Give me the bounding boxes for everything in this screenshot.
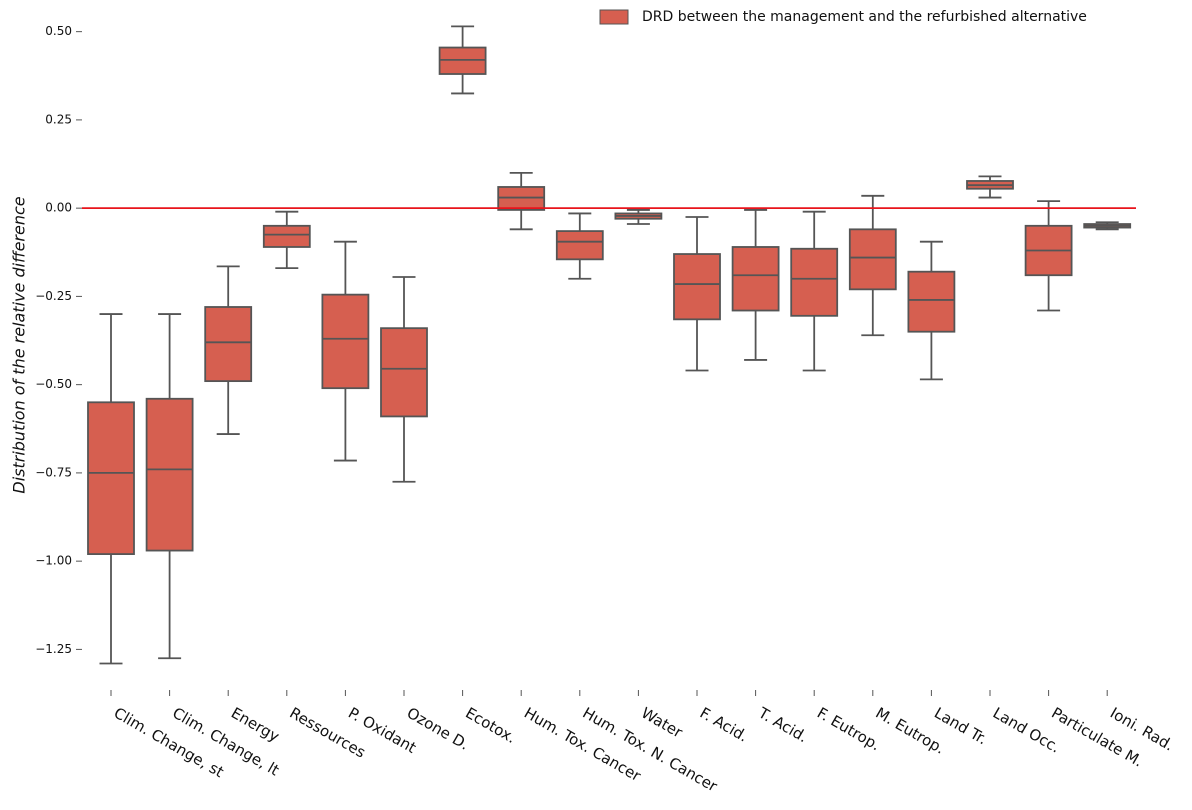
box	[87, 401, 135, 555]
legend-label: DRD between the management and the refur…	[642, 9, 1087, 25]
x-tick-label: T. Acid.	[754, 703, 810, 746]
y-tick-label: −1.00	[35, 554, 72, 568]
box	[673, 253, 721, 321]
y-tick-label: −0.75	[35, 465, 72, 479]
box	[380, 327, 428, 418]
box	[790, 247, 839, 317]
y-tick-label: −0.50	[35, 377, 72, 391]
box	[262, 224, 311, 248]
y-tick-label: −0.25	[35, 289, 72, 303]
y-tick-label: 0.00	[45, 201, 72, 215]
box	[907, 270, 956, 333]
box	[848, 228, 897, 291]
y-axis-label: Distribution of the relative difference	[10, 196, 29, 493]
legend-swatch	[599, 9, 629, 25]
y-tick-label: −1.25	[35, 642, 72, 656]
y-tick-label: 0.25	[45, 112, 72, 126]
box	[555, 230, 604, 261]
box	[145, 397, 194, 552]
box	[204, 306, 253, 383]
x-tick-label: F. Acid.	[697, 704, 751, 746]
x-tick-label: F. Eutrop.	[814, 704, 884, 755]
y-tick-label: 0.50	[45, 24, 72, 38]
box	[731, 246, 780, 312]
box	[321, 293, 370, 390]
